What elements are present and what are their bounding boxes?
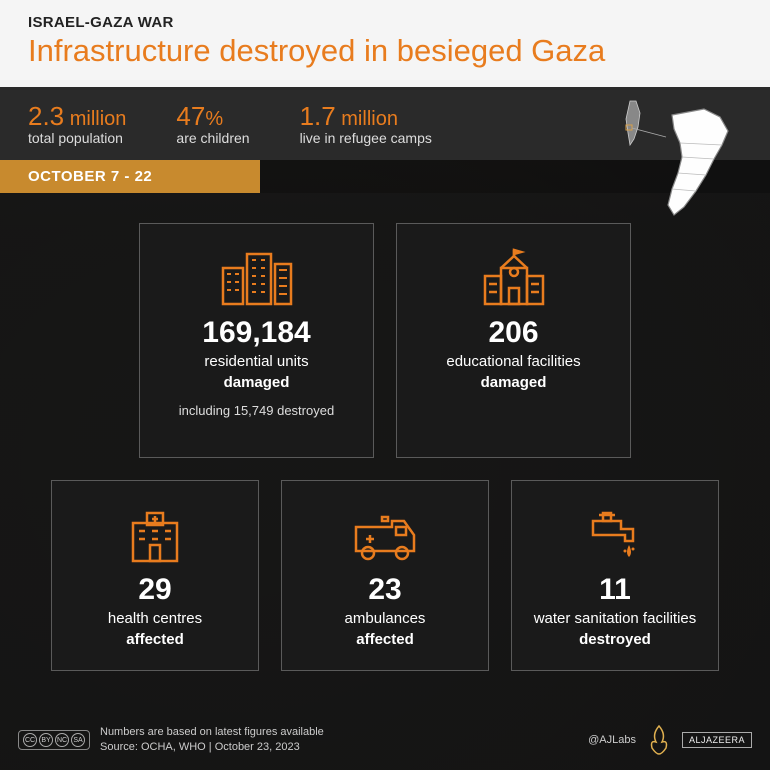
card-number: 206 (488, 316, 538, 350)
card-number: 11 (599, 573, 631, 607)
date-range-bar: OCTOBER 7 - 22 (0, 160, 260, 193)
aljazeera-logo-icon (646, 724, 672, 756)
page-title: Infrastructure destroyed in besieged Gaz… (28, 33, 742, 69)
stat-label: are children (176, 130, 249, 146)
card-status: affected (356, 631, 414, 648)
school-icon (479, 244, 549, 306)
infographic-content: ISRAEL-GAZA WAR Infrastructure destroyed… (0, 0, 770, 770)
aljazeera-wordmark: ALJAZEERA (682, 732, 752, 748)
card-status: damaged (481, 374, 547, 391)
footer-right: @AJLabs ALJAZEERA (588, 724, 752, 756)
footer-left: CCBYNCSA Numbers are based on latest fig… (18, 725, 324, 756)
stat-value: 1.7 million (300, 101, 432, 132)
card-status: affected (126, 631, 184, 648)
stat-population: 2.3 million total population (28, 101, 126, 146)
cards-grid: 169,184 residential units damaged includ… (0, 193, 770, 714)
kicker: ISRAEL-GAZA WAR (28, 14, 742, 31)
card-label: educational facilities (446, 352, 580, 372)
stat-children: 47% are children (176, 101, 249, 146)
stat-refugee: 1.7 million live in refugee camps (300, 101, 432, 146)
card-educational: 206 educational facilities damaged (396, 223, 631, 458)
cards-row-1: 169,184 residential units damaged includ… (50, 223, 720, 458)
stat-label: total population (28, 130, 126, 146)
stat-value: 2.3 million (28, 101, 126, 132)
card-label: residential units (204, 352, 308, 372)
stat-value: 47% (176, 101, 249, 132)
card-number: 29 (138, 573, 171, 607)
footer-source: Source: OCHA, WHO | October 23, 2023 (100, 740, 324, 755)
footer: CCBYNCSA Numbers are based on latest fig… (0, 714, 770, 770)
card-ambulances: 23 ambulances affected (281, 480, 489, 671)
card-number: 23 (368, 573, 401, 607)
card-label: ambulances (345, 609, 426, 629)
card-status: damaged (224, 374, 290, 391)
card-status: destroyed (579, 631, 651, 648)
card-label: water sanitation facilities (534, 609, 697, 629)
header: ISRAEL-GAZA WAR Infrastructure destroyed… (0, 0, 770, 87)
footer-text: Numbers are based on latest figures avai… (100, 725, 324, 756)
card-subtext: including 15,749 destroyed (179, 403, 334, 418)
cc-license-icon: CCBYNCSA (18, 730, 90, 750)
footer-note: Numbers are based on latest figures avai… (100, 725, 324, 740)
footer-handle: @AJLabs (588, 734, 636, 746)
card-health: 29 health centres affected (51, 480, 259, 671)
buildings-icon (219, 244, 295, 306)
hospital-icon (125, 501, 185, 563)
map-inset-icon (610, 95, 750, 225)
card-residential: 169,184 residential units damaged includ… (139, 223, 374, 458)
ambulance-icon (352, 501, 418, 563)
card-number: 169,184 (202, 316, 310, 350)
card-label: health centres (108, 609, 202, 629)
cards-row-2: 29 health centres affected 23 ambul (50, 480, 720, 671)
stat-label: live in refugee camps (300, 130, 432, 146)
card-water: 11 water sanitation facilities destroyed (511, 480, 719, 671)
faucet-icon (585, 501, 645, 563)
top-stats-row: 2.3 million total population 47% are chi… (0, 87, 770, 160)
